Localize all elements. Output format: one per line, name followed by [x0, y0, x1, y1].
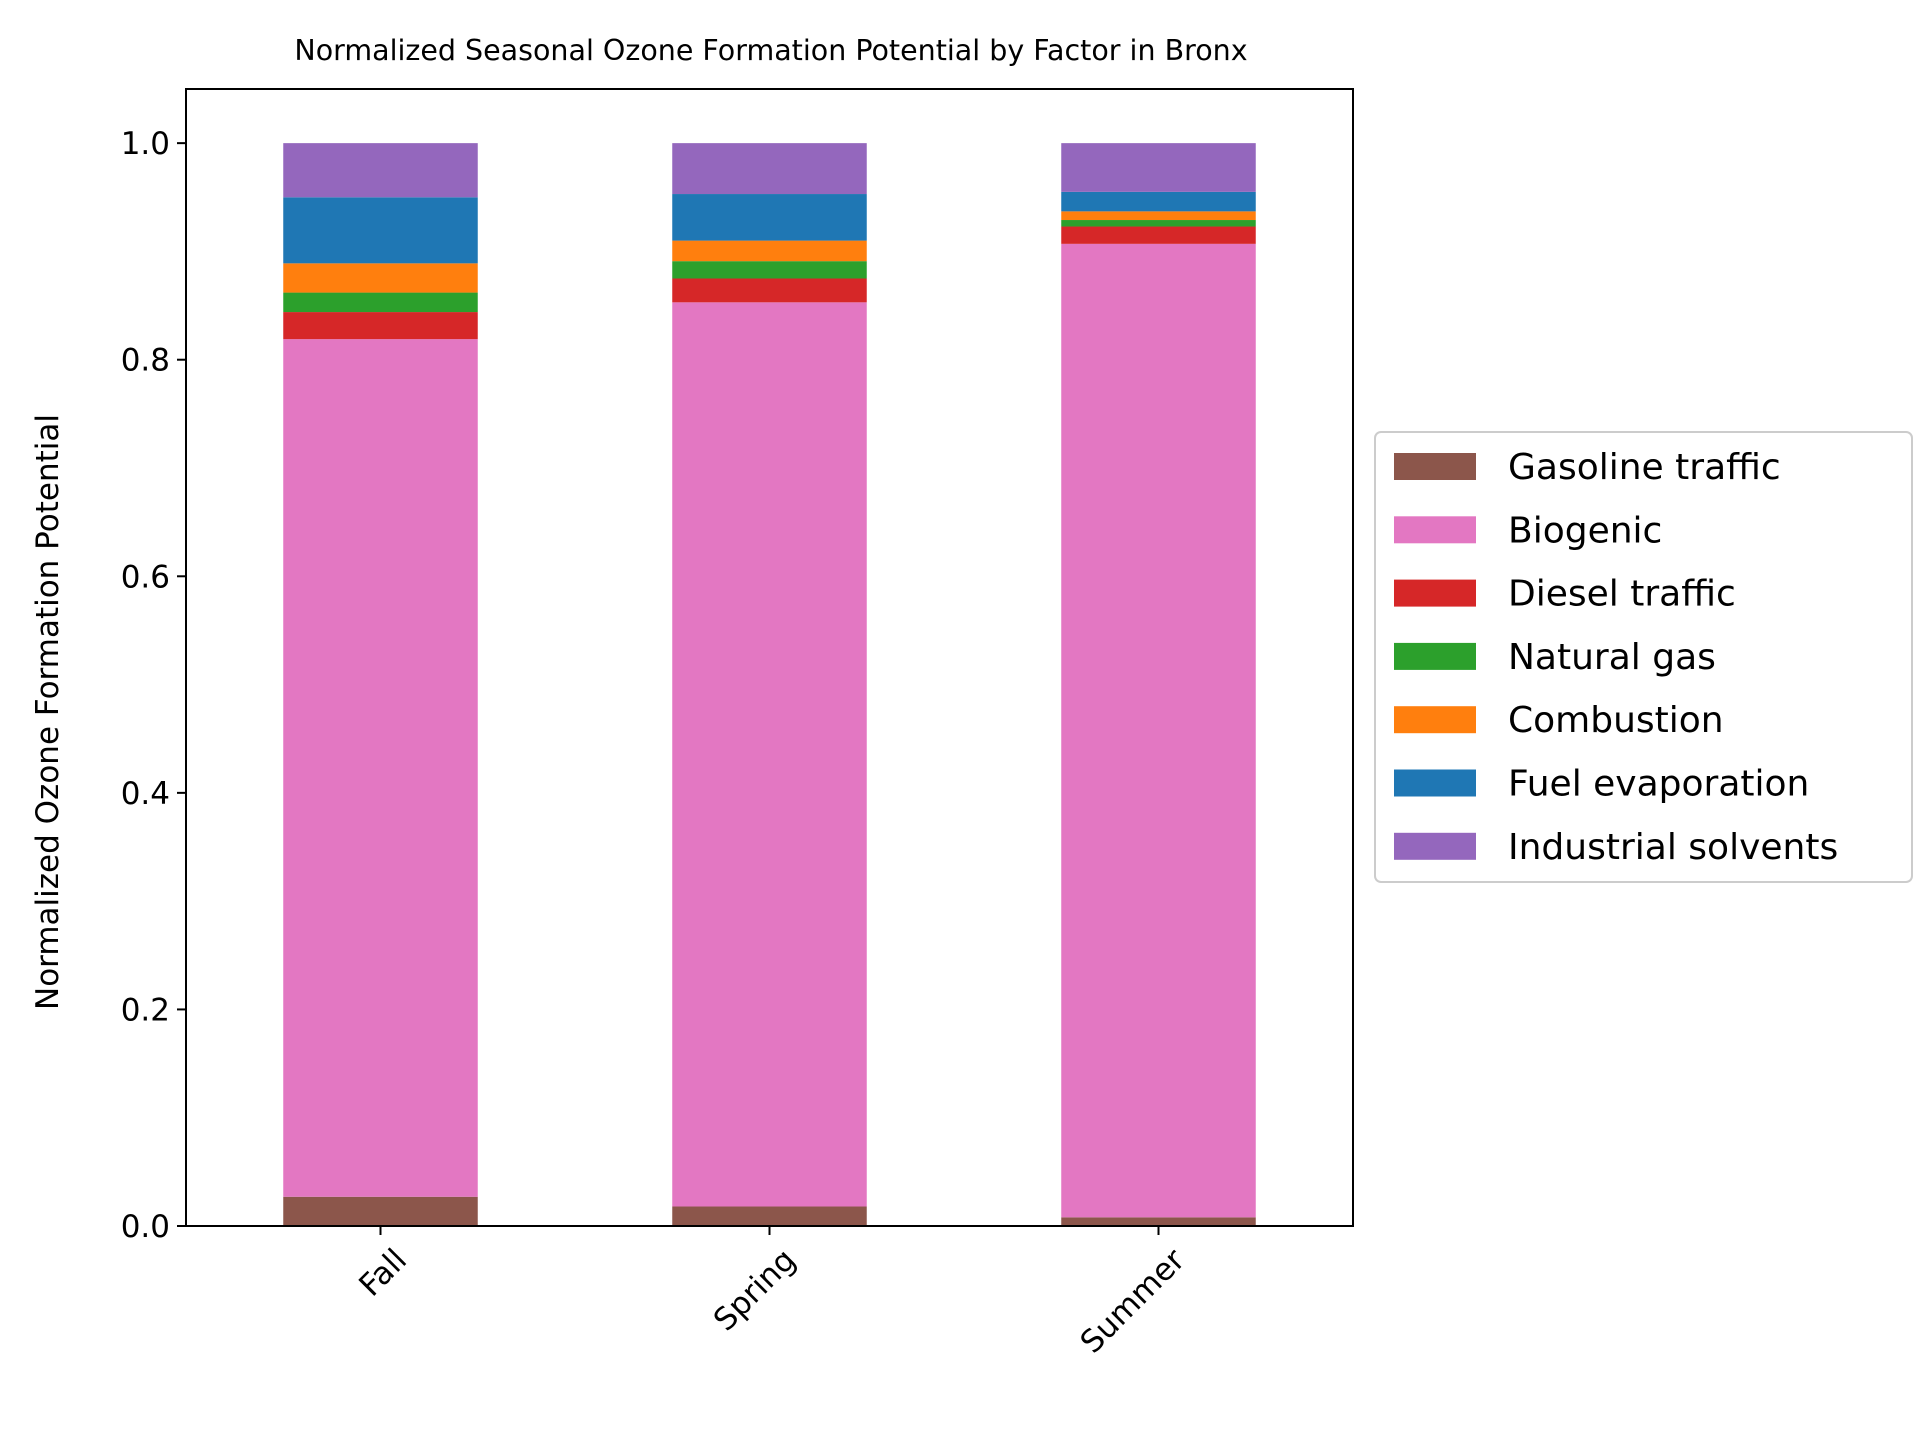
bar-summer-biogenic: [1061, 243, 1256, 1218]
legend: Gasoline traffic Biogenic Diesel traffic Na…: [1374, 431, 1913, 883]
y-tick-label: 0.6: [121, 559, 170, 595]
bar-fall-combustion: [283, 263, 478, 293]
legend-label-combustion: Combustion: [1508, 700, 1724, 741]
bar-summer-fuel-evaporation: [1061, 191, 1256, 212]
legend-label-industrial-solvents: Industrial solvents: [1508, 827, 1838, 868]
legend-swatch-gasoline-traffic: [1394, 453, 1476, 480]
bar-summer-natural-gas: [1061, 220, 1256, 227]
y-axis-label: Normalized Ozone Formation Potential: [30, 414, 66, 1010]
bar-spring-diesel-traffic: [672, 278, 867, 303]
legend-swatch-fuel-evaporation: [1394, 769, 1476, 797]
legend-swatch-diesel-traffic: [1394, 579, 1476, 607]
bar-summer-diesel-traffic: [1061, 226, 1256, 244]
bar-spring-natural-gas: [672, 261, 867, 279]
legend-label-natural-gas: Natural gas: [1508, 637, 1716, 678]
bar-fall-diesel-traffic: [283, 312, 478, 340]
legend-label-fuel-evaporation: Fuel evaporation: [1508, 764, 1809, 805]
legend-swatch-biogenic: [1394, 516, 1476, 544]
legend-swatch-combustion: [1394, 706, 1476, 734]
chart-title: Normalized Seasonal Ozone Formation Pote…: [294, 34, 1247, 67]
bar-spring-gasoline-traffic: [672, 1206, 867, 1226]
x-tick-label-summer: Summer: [1074, 1242, 1193, 1361]
legend-label-biogenic: Biogenic: [1508, 510, 1662, 551]
bar-fall-fuel-evaporation: [283, 197, 478, 264]
bar-fall-industrial-solvents: [283, 143, 478, 198]
bar-spring-industrial-solvents: [672, 143, 867, 195]
x-tick-label-fall: Fall: [352, 1242, 414, 1304]
legend-label-diesel-traffic: Diesel traffic: [1508, 574, 1736, 615]
x-tick-label-spring: Spring: [707, 1242, 803, 1338]
bar-summer-combustion: [1061, 211, 1256, 221]
bar-spring-biogenic: [672, 302, 867, 1207]
bar-fall-natural-gas: [283, 292, 478, 313]
bars-layer: [283, 143, 1256, 1226]
y-tick-label: 0.8: [121, 343, 170, 379]
x-axis: Fall Spring Summer: [352, 1226, 1192, 1361]
bar-fall-gasoline-traffic: [283, 1196, 478, 1226]
y-tick-label: 0.4: [121, 776, 170, 812]
bar-spring-fuel-evaporation: [672, 194, 867, 241]
y-tick-label: 0.2: [121, 992, 170, 1028]
legend-frame: [1374, 431, 1913, 883]
bar-summer-industrial-solvents: [1061, 143, 1256, 192]
legend-swatch-industrial-solvents: [1394, 832, 1476, 860]
y-axis: 0.0 0.2 0.4 0.6 0.8 1.0: [121, 126, 186, 1245]
legend-swatch-natural-gas: [1394, 642, 1476, 670]
bar-spring-combustion: [672, 240, 867, 262]
y-tick-label: 0.0: [121, 1209, 170, 1245]
legend-label-gasoline-traffic: Gasoline traffic: [1508, 447, 1781, 488]
bar-summer-gasoline-traffic: [1061, 1217, 1256, 1226]
y-tick-label: 1.0: [121, 126, 170, 162]
bar-fall-biogenic: [283, 339, 478, 1197]
